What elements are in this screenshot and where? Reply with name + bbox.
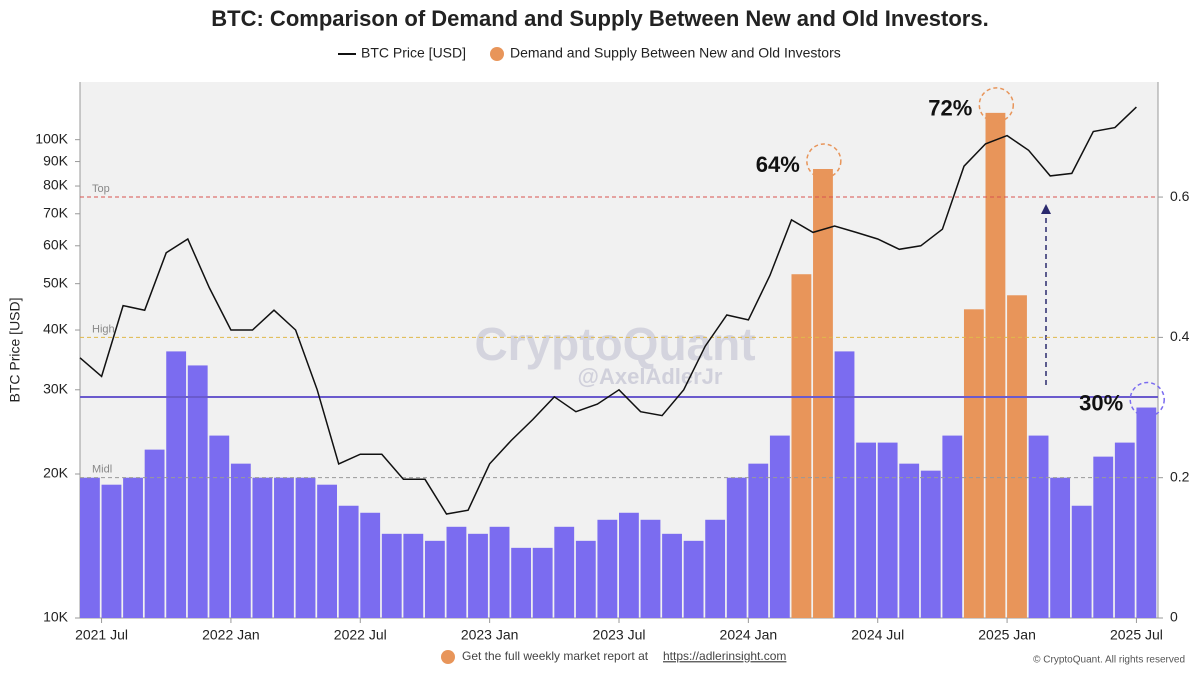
bar [511, 547, 532, 618]
bar [446, 526, 467, 618]
bar [813, 168, 833, 619]
bar [1071, 505, 1092, 618]
bar [619, 512, 639, 618]
bar [877, 442, 898, 618]
y-tick-label: 20K [43, 465, 69, 481]
annotation-label: 30% [1079, 390, 1123, 415]
bar [1114, 442, 1135, 618]
x-tick-label: 2021 Jul [75, 627, 128, 643]
annotation-label: 64% [756, 152, 800, 177]
bar [274, 477, 294, 618]
chart-title: BTC: Comparison of Demand and Supply Bet… [211, 6, 988, 31]
bar [1050, 477, 1071, 618]
arrow-head [1041, 204, 1051, 214]
bar [80, 477, 100, 618]
bar [942, 435, 963, 618]
x-tick-label: 2024 Jul [851, 627, 904, 643]
y-tick-label: 60K [43, 236, 69, 252]
bar [554, 526, 575, 618]
bar [640, 519, 661, 618]
bar [403, 533, 424, 618]
y2-tick-label: 0 [1170, 609, 1178, 625]
annotation-circle [1129, 381, 1165, 418]
legend-label: BTC Price [USD] [361, 45, 466, 61]
bar [1028, 435, 1049, 618]
y-tick-label: 70K [43, 204, 69, 220]
bar [468, 533, 488, 618]
level-label: Midl [92, 464, 112, 476]
bar [1093, 456, 1114, 618]
bar [187, 365, 208, 618]
y-tick-label: 30K [43, 380, 69, 396]
bar [424, 540, 445, 618]
bar [1007, 295, 1027, 618]
bar [791, 274, 812, 618]
x-tick-label: 2022 Jul [334, 627, 387, 643]
y-tick-label: 100K [35, 130, 68, 146]
annotation-circle [806, 143, 842, 179]
bar [532, 547, 553, 618]
bar [123, 477, 143, 618]
bar [360, 512, 381, 618]
annotation-circle [978, 87, 1015, 123]
bar [209, 435, 230, 618]
bar [899, 463, 920, 618]
y-tick-label: 50K [43, 274, 69, 290]
bar [166, 351, 187, 618]
bar [252, 477, 273, 618]
bar [920, 470, 941, 618]
annotation-label: 72% [928, 96, 972, 121]
level-label: Top [92, 183, 110, 195]
bar [144, 449, 165, 618]
bar [597, 519, 618, 618]
level-label: High [92, 323, 115, 335]
bar [338, 505, 359, 618]
bar [963, 309, 984, 618]
bar [489, 526, 510, 618]
y-tick-label: 80K [43, 177, 69, 193]
y-tick-label: 10K [43, 609, 69, 625]
footer-icon [441, 650, 455, 664]
x-tick-label: 2024 Jan [720, 627, 778, 643]
x-tick-label: 2023 Jul [593, 627, 646, 643]
price-line [79, 106, 1137, 515]
bar [856, 442, 876, 618]
bar [1136, 407, 1157, 618]
watermark: @AxelAdlerJr [578, 364, 723, 389]
bar [726, 477, 747, 618]
x-tick-label: 2025 Jan [978, 627, 1036, 643]
x-tick-label: 2025 Jul [1110, 627, 1163, 643]
x-tick-label: 2022 Jan [202, 627, 260, 643]
x-tick-label: 2023 Jan [461, 627, 519, 643]
bar [575, 540, 596, 618]
bar [985, 112, 1006, 618]
y2-tick-label: 0.4 [1170, 328, 1190, 344]
bar [662, 533, 682, 618]
copyright: © CryptoQuant. All rights reserved [1033, 655, 1185, 666]
y-tick-label: 90K [43, 152, 69, 168]
watermark: CryptoQuant [474, 318, 755, 370]
bar [295, 477, 316, 618]
bar [748, 463, 769, 618]
footer-link[interactable]: https://adlerinsight.com [663, 649, 786, 663]
y2-tick-label: 0.6 [1170, 188, 1190, 204]
bar [834, 351, 855, 618]
y2-tick-label: 0.2 [1170, 468, 1190, 484]
bar [769, 435, 790, 618]
legend-swatch [490, 47, 504, 61]
bar [381, 533, 402, 618]
bar [317, 484, 337, 618]
bar [101, 484, 122, 618]
bar [230, 463, 251, 618]
bar [705, 519, 726, 618]
legend-label: Demand and Supply Between New and Old In… [510, 45, 841, 61]
y-tick-label: 40K [43, 321, 69, 337]
y-axis-label: BTC Price [USD] [7, 297, 23, 402]
footer-text: Get the full weekly market report at [462, 649, 649, 663]
bar [683, 540, 704, 618]
